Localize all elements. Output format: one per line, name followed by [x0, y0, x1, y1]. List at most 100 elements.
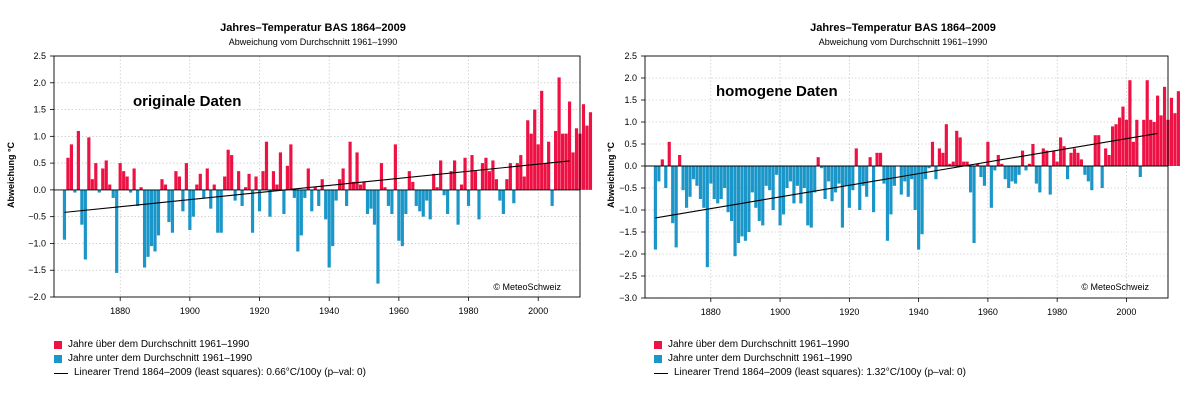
bar-below-average	[1007, 166, 1011, 188]
bar-below-average	[761, 166, 765, 226]
legend-trend-line	[654, 372, 668, 374]
bar-below-average	[80, 189, 84, 225]
bar-above-average	[975, 163, 980, 166]
bar-below-average	[310, 189, 314, 212]
bar-above-average	[515, 163, 519, 190]
bar-above-average	[526, 120, 530, 190]
bar-above-average	[351, 181, 356, 190]
bar-above-average	[379, 163, 384, 190]
y-tick-label: −0.5	[619, 183, 637, 193]
bar-above-average	[118, 163, 122, 190]
x-tick-label: 2000	[528, 306, 548, 316]
bar-above-average	[439, 160, 443, 190]
chart-original: 2.5 2.0 1.5 1.0 0.5 0.0 −0.5 −1.0 −1.5 −2.0 1880 19…	[6, 22, 593, 316]
bar-above-average	[965, 161, 969, 166]
y-tick-label: 2.0	[624, 73, 637, 83]
bar-below-average	[327, 189, 331, 268]
bar-above-average	[1107, 155, 1111, 166]
bar-above-average	[494, 179, 498, 190]
bar-above-average	[1062, 146, 1066, 166]
bar-below-average	[792, 166, 796, 204]
bar-above-average	[275, 184, 279, 190]
bar-above-average	[930, 141, 935, 166]
bar-below-average	[712, 166, 716, 199]
bar-above-average	[1041, 148, 1045, 166]
bar-above-average	[223, 176, 227, 190]
bar-below-average	[369, 189, 373, 209]
bar-below-average	[775, 166, 779, 175]
bar-above-average	[581, 104, 586, 190]
y-tick-label: 2.0	[33, 78, 46, 88]
x-tick-label: 1980	[459, 306, 479, 316]
bar-below-average	[129, 189, 133, 193]
bar-above-average	[955, 130, 959, 166]
bar-below-average	[851, 166, 855, 191]
bar-above-average	[937, 148, 941, 166]
bar-below-average	[219, 189, 223, 233]
legend: Jahre über dem Durchschnitt 1961–1990 Ja…	[654, 338, 966, 380]
x-tick-label: 1880	[110, 306, 130, 316]
legend-label-above: Jahre über dem Durchschnitt 1961–1990	[68, 339, 250, 350]
bar-below-average	[653, 166, 657, 250]
bar-above-average	[411, 181, 415, 190]
bar-above-average	[875, 152, 879, 166]
bar-below-average	[216, 189, 220, 233]
bar-below-average	[1010, 166, 1014, 182]
bar-above-average	[358, 184, 363, 190]
bar-below-average	[303, 189, 307, 198]
chart-homogeneous: 2.5 2.0 1.5 1.0 0.5 0.0 −0.5 −1.0 −1.5 −2.0 −2.5 −3…	[606, 22, 1180, 317]
bar-below-average	[1014, 166, 1018, 184]
bar-above-average	[962, 161, 966, 166]
bar-below-average	[324, 189, 328, 220]
bar-above-average	[198, 173, 202, 190]
bar-below-average	[1083, 166, 1087, 175]
bar-above-average	[237, 171, 241, 190]
bar-below-average	[882, 166, 886, 184]
bar-below-average	[501, 189, 505, 214]
bar-below-average	[754, 166, 758, 208]
bar-above-average	[1121, 106, 1125, 166]
chart-title: Jahres–Temperatur BAS 1864–2009	[220, 22, 406, 34]
bar-below-average	[872, 166, 876, 213]
plot-frame	[644, 55, 1169, 299]
bar-above-average	[435, 187, 439, 190]
bar-below-average	[425, 189, 429, 201]
bar-above-average	[383, 187, 387, 190]
legend-swatch-below	[654, 355, 662, 363]
bar-above-average	[1093, 135, 1097, 166]
bar-above-average	[1111, 126, 1115, 166]
bar-below-average	[404, 189, 408, 214]
bar-below-average	[698, 166, 702, 199]
bar-above-average	[94, 163, 98, 190]
bar-above-average	[341, 168, 345, 190]
bar-below-average	[512, 189, 516, 204]
y-tick-label: −1.5	[619, 227, 637, 237]
bar-below-average	[209, 189, 213, 209]
legend-item-above: Jahre über dem Durchschnitt 1961–1990	[54, 338, 366, 352]
bar-above-average	[1152, 122, 1156, 166]
bar-above-average	[505, 179, 509, 190]
bar-below-average	[719, 166, 723, 199]
bar-above-average	[195, 184, 199, 190]
chart-title: Jahres–Temperatur BAS 1864–2009	[810, 22, 996, 34]
bar-above-average	[574, 128, 579, 190]
bar-below-average	[903, 166, 907, 182]
bar-below-average	[920, 166, 924, 235]
bar-below-average	[906, 166, 910, 197]
bar-below-average	[191, 189, 195, 217]
bar-below-average	[257, 189, 262, 212]
y-tick-label: −2.5	[619, 271, 637, 281]
bar-above-average	[1000, 163, 1004, 166]
x-tick-label: 1880	[701, 307, 721, 317]
bar-above-average	[1076, 152, 1080, 166]
plot-area: 2.5 2.0 1.5 1.0 0.5 0.0 −0.5 −1.0 −1.5 −2.0 1880 19…	[28, 51, 593, 316]
bar-above-average	[1131, 141, 1135, 166]
bar-above-average	[306, 168, 310, 190]
bar-above-average	[1072, 148, 1077, 166]
bar-above-average	[125, 176, 129, 190]
bar-below-average	[723, 166, 727, 188]
bar-below-average	[1017, 166, 1021, 175]
y-axis-label: Abweichung °C	[6, 141, 16, 208]
bar-above-average	[816, 157, 820, 166]
bar-below-average	[934, 166, 938, 180]
